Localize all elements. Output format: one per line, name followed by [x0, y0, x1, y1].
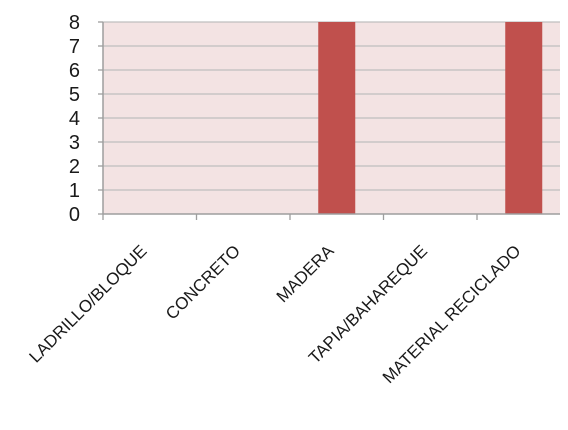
y-tick-label-5: 5: [69, 84, 80, 106]
y-tick-label-4: 4: [69, 108, 80, 130]
x-category-label-madera: MADERA: [273, 241, 338, 306]
y-tick-label-2: 2: [69, 156, 80, 178]
y-tick-label-1: 1: [69, 180, 80, 202]
y-tick-label-7: 7: [69, 36, 80, 58]
bars: [318, 22, 543, 214]
y-tick-label-3: 3: [69, 132, 80, 154]
y-tick-label-0: 0: [69, 204, 80, 226]
bar-madera: [318, 22, 356, 214]
y-tick-label-8: 8: [69, 12, 80, 34]
bar-material-reciclado: [505, 22, 543, 214]
x-category-label-concreto: CONCRETO: [162, 241, 244, 323]
x-axis-labels: LADRILLO/BLOQUE CONCRETO MADERATAPIA/BAHAR…: [26, 214, 525, 387]
x-category-label-ladrillo-bloque: LADRILLO/BLOQUE: [26, 241, 151, 366]
y-tick-label-6: 6: [69, 60, 80, 82]
